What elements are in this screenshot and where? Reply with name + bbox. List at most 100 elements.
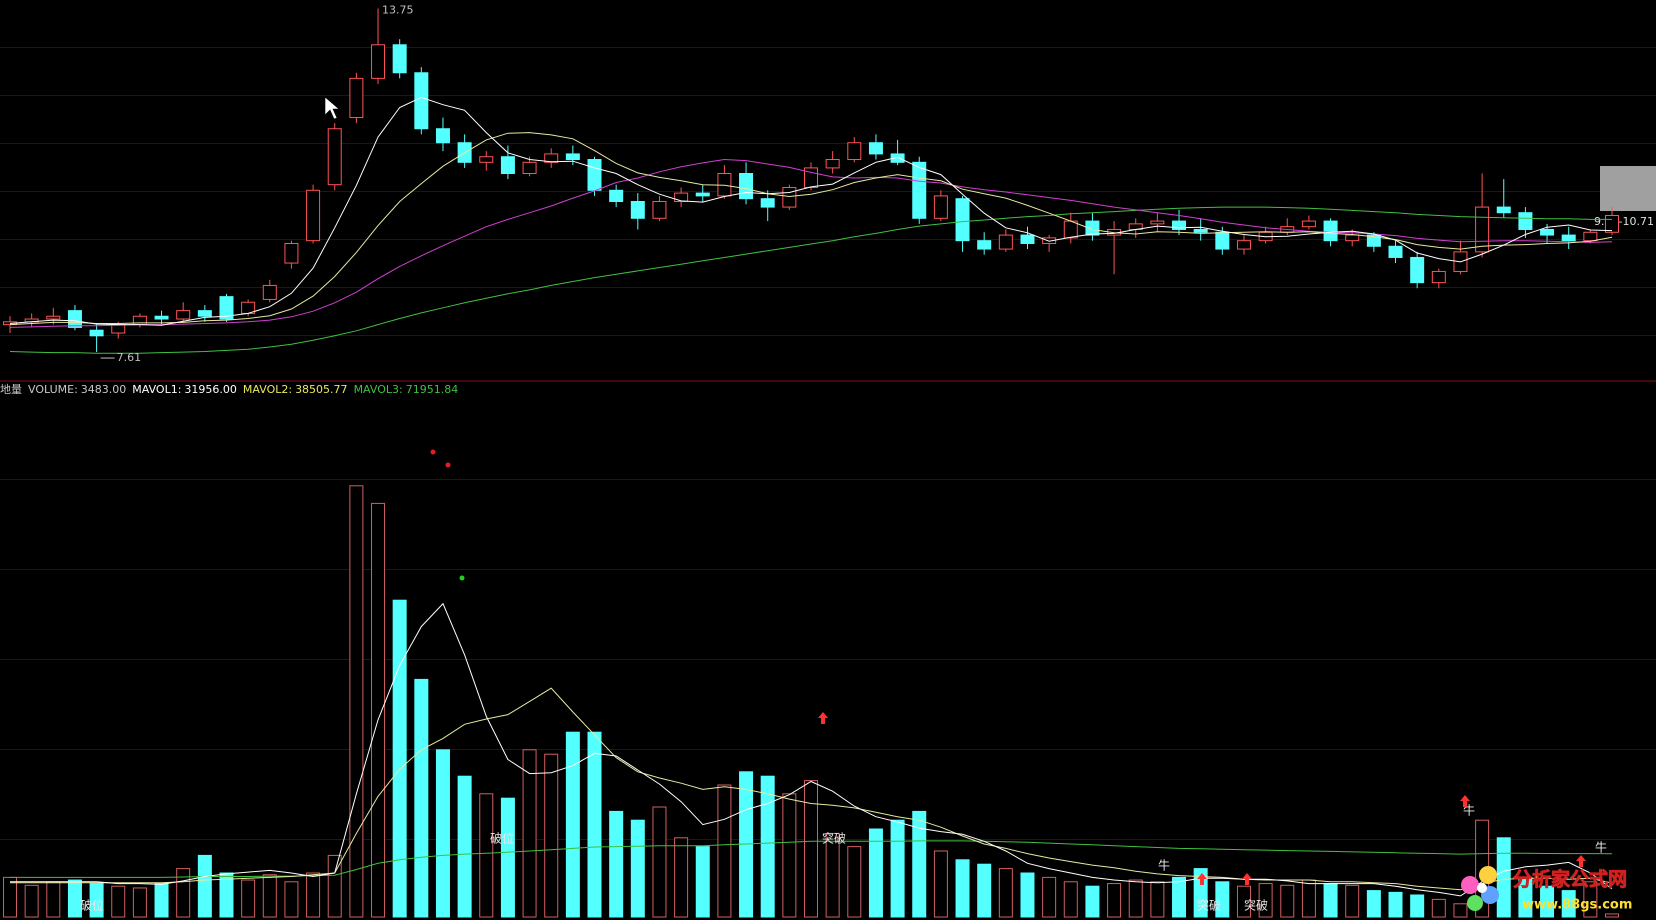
volume-bar (630, 819, 645, 918)
candle-body (652, 200, 667, 219)
candle-body (500, 156, 515, 175)
candle-body (67, 310, 82, 328)
volume-bar (67, 879, 82, 918)
low-label: 7.61 (117, 351, 142, 364)
candle-body (977, 240, 992, 250)
candle-body (197, 310, 212, 317)
volume-bar (327, 854, 342, 918)
readout-name: MAVOL1: (132, 383, 181, 396)
candle-body (544, 153, 559, 163)
volume-bar (414, 678, 429, 918)
volume-bar (998, 868, 1013, 918)
candle-body (1193, 228, 1208, 233)
volume-bar (522, 749, 537, 918)
candle-body (1410, 256, 1425, 284)
volume-bar (674, 837, 689, 918)
indicator-title: 地量 (0, 383, 22, 396)
candle-body (739, 173, 754, 200)
signal-dot (459, 575, 465, 581)
signal-label: 突破 (822, 831, 846, 846)
readout-value: 38505.77 (295, 383, 348, 396)
candle-body (847, 142, 862, 161)
candle-body (1172, 220, 1187, 230)
volume-bar (3, 876, 17, 918)
candle-body (912, 161, 927, 219)
logo-petal (1467, 895, 1483, 911)
logo-petal (1479, 866, 1497, 884)
candle-body (306, 189, 321, 242)
candle-body (1323, 220, 1338, 242)
volume-bar (1410, 894, 1425, 918)
logo-petal (1461, 876, 1479, 894)
signal-label: 破位 (490, 831, 514, 846)
candle-body (1540, 228, 1555, 236)
readout-name: MAVOL2: (243, 383, 292, 396)
volume-bar (284, 881, 299, 918)
volume-bar (1496, 837, 1511, 918)
candle-body (1150, 220, 1165, 225)
volume-bar (349, 485, 364, 918)
candle-body (609, 189, 624, 202)
candle-body (933, 195, 948, 219)
candle-body (1518, 212, 1533, 230)
volume-bar (132, 887, 147, 918)
candle-body (176, 310, 191, 320)
volume-bar (1605, 913, 1619, 918)
candle-body (890, 153, 905, 163)
volume-bar (46, 881, 61, 918)
volume-bar (24, 884, 39, 918)
candle-body (392, 44, 407, 74)
volume-bar (912, 810, 927, 918)
candle-body (1605, 214, 1619, 233)
volume-bar (1172, 876, 1187, 918)
volume-bar (609, 810, 624, 918)
volume-bar (219, 872, 234, 918)
watermark: 分析家公式网 www.88gs.com (1461, 866, 1632, 913)
signal-dot (430, 449, 436, 455)
volume-bar (1561, 890, 1576, 918)
volume-bar (695, 846, 710, 918)
candle-body (284, 242, 299, 264)
signal-label: 牛 (1595, 840, 1607, 855)
signal-dot (445, 462, 451, 468)
volume-bar (1431, 898, 1446, 918)
readout-name: MAVOL3: (354, 383, 403, 396)
volume-bar (1453, 903, 1468, 918)
volume-bar (1366, 890, 1381, 918)
volume-bar (241, 879, 256, 918)
volume-bar (89, 883, 104, 918)
ma-line (9, 132, 1613, 326)
volume-bar (1150, 881, 1165, 918)
volume-bar (565, 731, 580, 918)
candle-body (1063, 220, 1078, 239)
logo-center (1477, 883, 1487, 893)
volume-bar (760, 775, 775, 918)
signal-label: 破位 (80, 898, 104, 913)
candle-body (565, 153, 580, 161)
volume-bar (847, 846, 862, 918)
volume-bar (977, 863, 992, 918)
candle-body (998, 234, 1013, 250)
signal-arrow (1242, 873, 1252, 885)
candle-body (414, 72, 429, 130)
candle-body (868, 142, 883, 155)
volume-bar (652, 806, 667, 918)
volume-bar (1301, 879, 1316, 918)
ma-line (9, 206, 1612, 354)
candle-body (760, 198, 775, 208)
volume-bar (1063, 881, 1078, 918)
candle-body (630, 200, 645, 219)
watermark-url: www.88gs.com (1522, 898, 1632, 913)
candle-body (1345, 234, 1360, 242)
candle-body (46, 315, 61, 320)
volume-bar (890, 819, 905, 918)
volume-bar (392, 599, 407, 918)
candle-body (587, 159, 602, 191)
candle-body (1366, 234, 1381, 247)
volume-bar (544, 753, 559, 918)
volume-bar (1236, 885, 1251, 918)
readout-value: 71951.84 (406, 383, 459, 396)
candle-body (1215, 231, 1230, 250)
candle-body (435, 128, 450, 144)
